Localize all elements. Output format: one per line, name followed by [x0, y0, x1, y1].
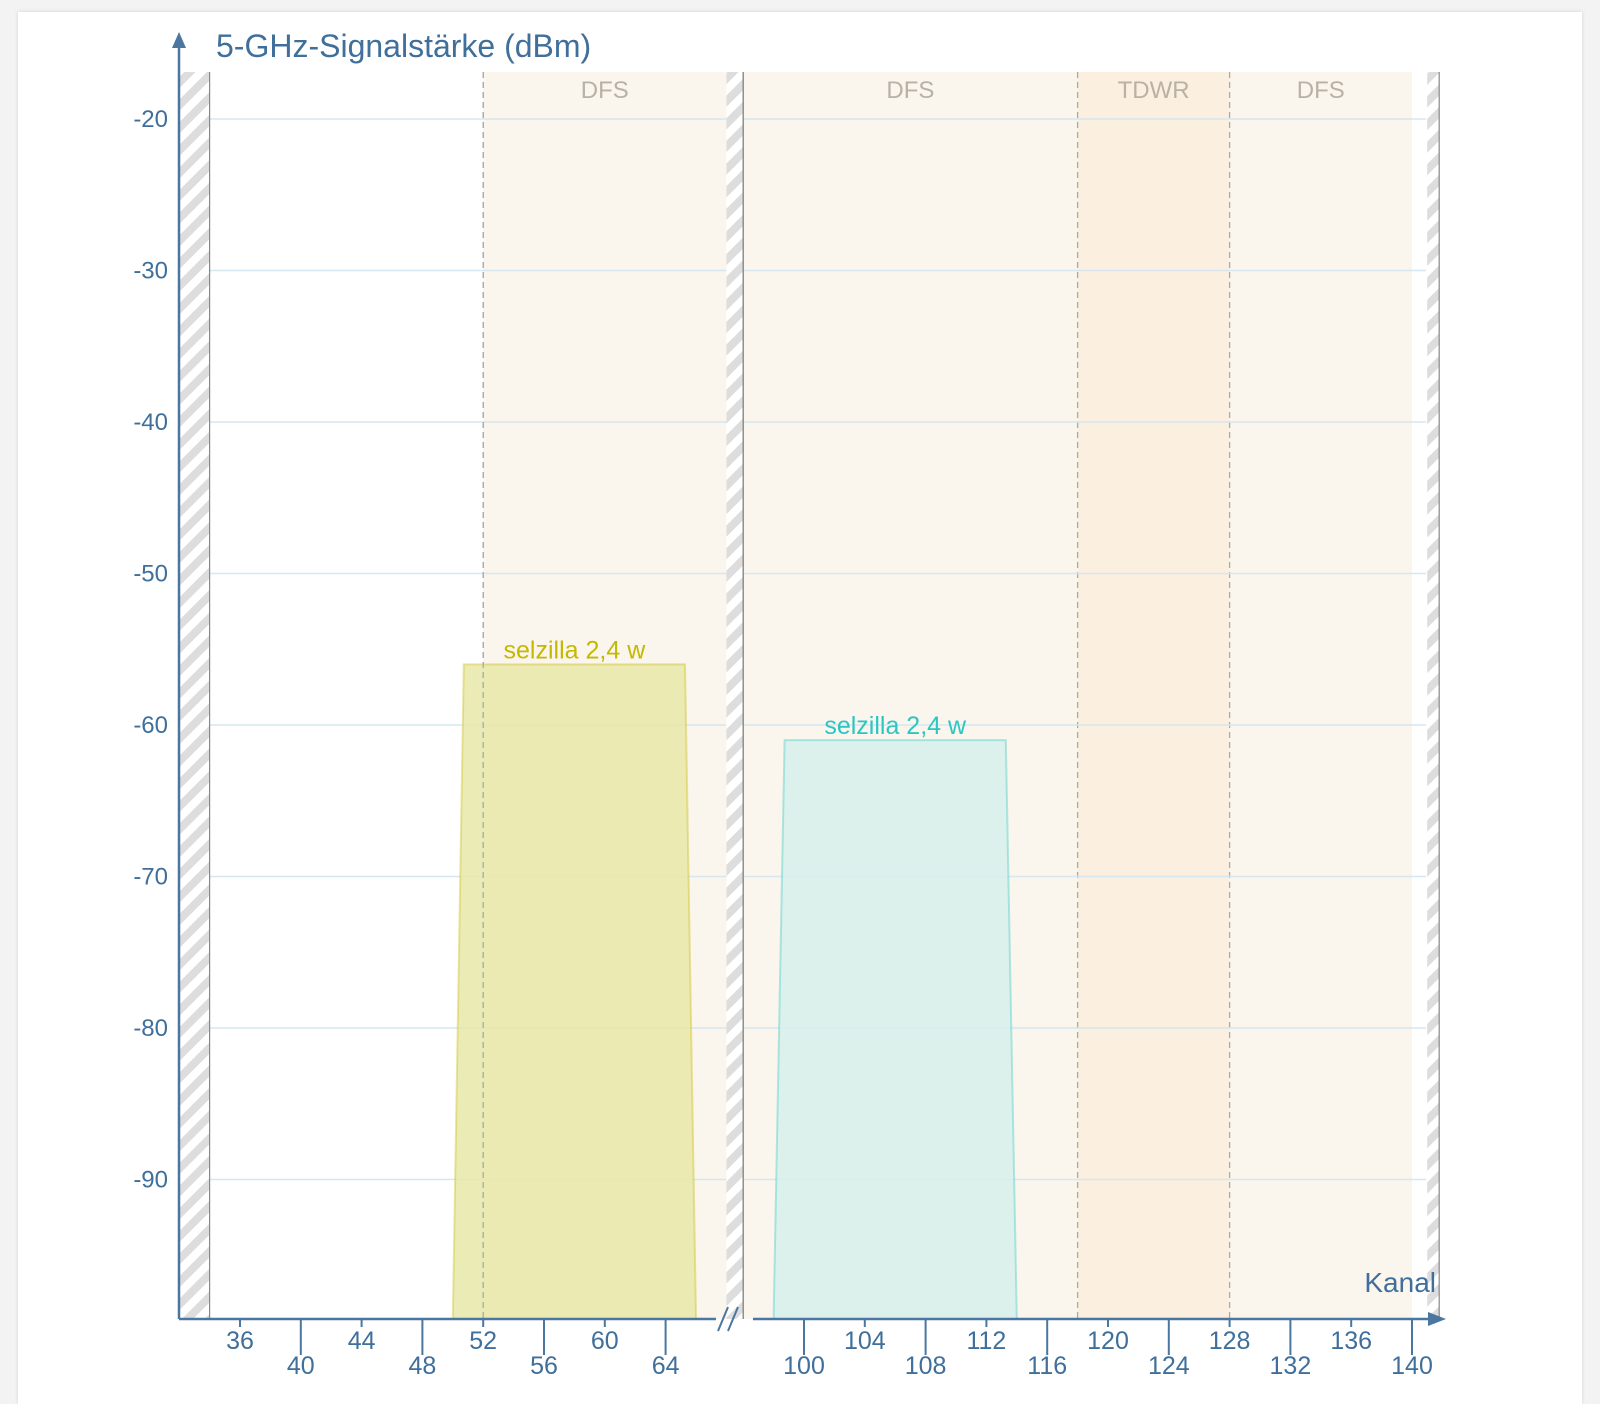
x-tick-label: 116	[1027, 1352, 1067, 1380]
band-label-dfs-3: DFS	[1297, 77, 1345, 104]
x-tick-label: 48	[408, 1352, 436, 1380]
x-tick-label: 128	[1209, 1327, 1251, 1355]
x-tick-label: 100	[783, 1352, 825, 1380]
regulatory-bands	[482, 72, 1412, 1319]
x-axis-label: Kanal	[1364, 1267, 1436, 1298]
hatch-range-1	[726, 72, 744, 1319]
axes	[172, 32, 1446, 1355]
band-label-dfs-1: DFS	[886, 77, 934, 104]
chart-title: 5-GHz-Signalstärke (dBm)	[216, 28, 591, 64]
x-tick-label: 40	[287, 1352, 315, 1380]
series-layer	[451, 72, 1018, 1320]
series-label-1: selzilla 2,4 w	[824, 712, 967, 740]
hatch-range-0	[180, 72, 210, 1319]
y-tick-label: -40	[133, 409, 168, 436]
x-tick-label: 108	[905, 1352, 947, 1380]
band-label-tdwr-2: TDWR	[1118, 77, 1190, 104]
band-label-dfs-0: DFS	[581, 77, 629, 104]
signal-chart: DFS DFS TDWR DFS selzilla 2,4 w selzilla 2,4 …	[133, 28, 1446, 1380]
x-tick-label: 112	[966, 1327, 1006, 1355]
y-tick-label: -90	[133, 1167, 168, 1194]
gridlines	[179, 118, 1426, 1181]
y-tick-label: -30	[133, 258, 168, 285]
x-tick-label: 124	[1148, 1352, 1190, 1380]
labels: DFS DFS TDWR DFS selzilla 2,4 w selzilla 2,4 …	[133, 28, 1436, 1380]
y-tick-label: -80	[133, 1015, 168, 1042]
x-tick-label: 104	[844, 1327, 886, 1355]
band-tdwr-2	[1077, 72, 1230, 1319]
band-dfs-3	[1229, 72, 1412, 1319]
y-axis-arrow	[172, 32, 186, 48]
x-tick-label: 120	[1087, 1327, 1129, 1355]
hatch-range-2	[1427, 72, 1440, 1319]
axis-break-mark-1	[717, 1306, 729, 1332]
axis-break-mark-2	[727, 1306, 739, 1332]
series-area-1	[772, 739, 1018, 1320]
series-area-0	[451, 663, 698, 1320]
chart-card: DFS DFS TDWR DFS selzilla 2,4 w selzilla 2,4 …	[18, 12, 1582, 1404]
x-tick-label: 36	[226, 1327, 254, 1355]
x-tick-label: 56	[530, 1352, 558, 1380]
x-tick-label: 64	[652, 1352, 680, 1380]
x-tick-label: 132	[1270, 1352, 1312, 1380]
x-tick-label: 52	[469, 1327, 497, 1355]
x-tick-label: 44	[348, 1327, 376, 1355]
y-tick-label: -20	[133, 106, 168, 133]
x-tick-label: 140	[1391, 1352, 1433, 1380]
y-tick-label: -50	[133, 561, 168, 588]
y-tick-label: -70	[133, 864, 168, 891]
y-tick-label: -60	[133, 712, 168, 739]
x-tick-label: 136	[1330, 1327, 1372, 1355]
x-axis-arrow	[1428, 1312, 1446, 1326]
series-label-0: selzilla 2,4 w	[504, 636, 647, 664]
x-tick-label: 60	[591, 1327, 619, 1355]
unavailable-ranges	[180, 72, 1440, 1319]
